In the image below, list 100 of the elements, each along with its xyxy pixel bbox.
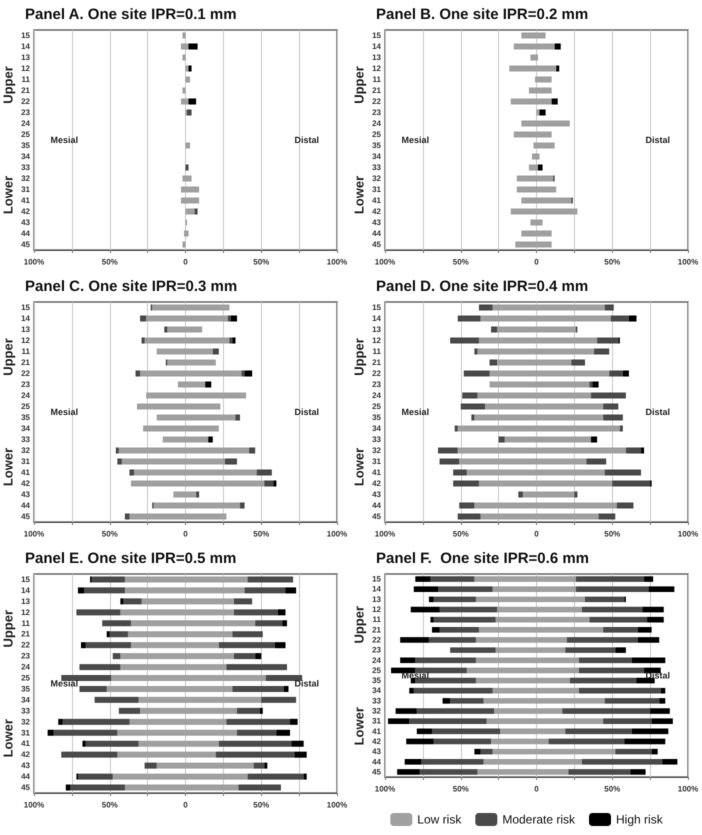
y-tick-label: 11	[22, 347, 31, 356]
y-tick-label: 11	[372, 347, 382, 356]
bar	[284, 686, 289, 692]
bar	[609, 370, 623, 377]
bar	[626, 447, 642, 454]
y-tick-label: 24	[21, 662, 31, 672]
bar	[208, 436, 213, 443]
bar	[410, 606, 440, 612]
bar	[232, 686, 284, 692]
bar	[594, 348, 610, 355]
bar	[576, 586, 649, 592]
bar	[562, 708, 650, 714]
bar	[462, 392, 478, 399]
bar	[248, 774, 304, 780]
bar	[294, 752, 307, 758]
annotation: Mesial	[50, 678, 78, 688]
y-tick-label: 45	[21, 240, 31, 249]
y-tick-label: 25	[372, 402, 382, 411]
y-tick-label: 14	[21, 314, 31, 323]
y-tick-label: 35	[21, 141, 31, 150]
bar	[118, 708, 140, 714]
bar	[102, 620, 131, 626]
y-tick-label: 24	[21, 119, 31, 128]
y-tick-label: 15	[21, 303, 31, 312]
bar	[591, 436, 598, 443]
annotation: Distal	[294, 135, 319, 145]
bar	[530, 54, 536, 61]
x-tick-label: 0	[534, 784, 540, 794]
y-tick-label: 24	[372, 391, 382, 400]
bar	[584, 596, 624, 602]
bar	[391, 668, 416, 674]
y-tick-label: 25	[21, 130, 31, 139]
bar	[123, 598, 142, 604]
y-tick-label: 23	[21, 108, 31, 117]
y-tick-label: 41	[21, 196, 31, 205]
bar	[574, 491, 578, 498]
bar	[440, 458, 460, 465]
y-tick-label: 32	[372, 446, 382, 455]
text: Upper	[0, 66, 16, 104]
bar	[647, 616, 664, 622]
bar	[642, 606, 664, 612]
bar	[82, 740, 86, 747]
y-tick-label: 33	[372, 163, 382, 172]
bar	[440, 627, 479, 633]
x-tick-label: 100%	[326, 800, 348, 810]
bar	[254, 762, 264, 769]
bar	[196, 491, 200, 498]
bar	[415, 668, 467, 674]
x-tick-label: 0	[183, 258, 188, 266]
bar	[636, 678, 655, 684]
bar	[94, 696, 139, 703]
bar	[460, 403, 485, 410]
bar	[480, 748, 493, 754]
y-tick-label: 21	[21, 630, 31, 639]
y-tick-label: 14	[372, 314, 382, 323]
bar	[433, 616, 496, 622]
bar	[490, 359, 498, 366]
x-tick-label: 50%	[604, 530, 620, 538]
bar	[474, 348, 478, 355]
bar	[414, 688, 493, 694]
bar	[603, 414, 623, 421]
bar	[652, 718, 673, 724]
bar	[582, 606, 643, 612]
bar	[615, 748, 652, 754]
y-tick-label: 42	[21, 207, 31, 216]
bar	[256, 469, 272, 476]
bar	[603, 403, 618, 410]
y-tick-label: 34	[372, 686, 382, 696]
bar	[576, 576, 644, 582]
y-tick-label: 41	[21, 739, 31, 748]
y-tick-label: 14	[372, 42, 382, 51]
y-tick-label: 35	[372, 676, 382, 686]
y-tick-label: 22	[21, 640, 31, 650]
y-tick-label: 22	[372, 369, 382, 378]
y-tick-label: 22	[21, 369, 31, 378]
x-tick-label: 50%	[102, 530, 118, 538]
bar	[140, 315, 146, 322]
y-tick-label: 21	[21, 86, 31, 95]
y-tick-label: 41	[372, 726, 382, 736]
y-tick-label: 34	[372, 424, 382, 433]
y-tick-label: 35	[372, 413, 382, 422]
bar	[61, 675, 112, 682]
bar	[556, 65, 560, 72]
bar	[615, 647, 626, 653]
chart-title: Panel D. One site IPR=0.4 mm	[376, 278, 588, 295]
bar	[568, 769, 630, 775]
text: Upper	[352, 338, 366, 376]
bar	[458, 513, 480, 520]
x-tick-label: 100%	[326, 258, 348, 266]
bar	[591, 392, 626, 399]
bar	[86, 642, 131, 648]
bar	[641, 447, 644, 454]
bar	[478, 304, 493, 311]
bar	[234, 653, 256, 660]
legend-label: Moderate risk	[502, 812, 576, 826]
bar	[228, 315, 231, 322]
y-tick-label: 42	[372, 736, 382, 746]
bar	[292, 740, 304, 747]
y-tick-label: 43	[21, 490, 31, 499]
bar	[554, 43, 561, 50]
